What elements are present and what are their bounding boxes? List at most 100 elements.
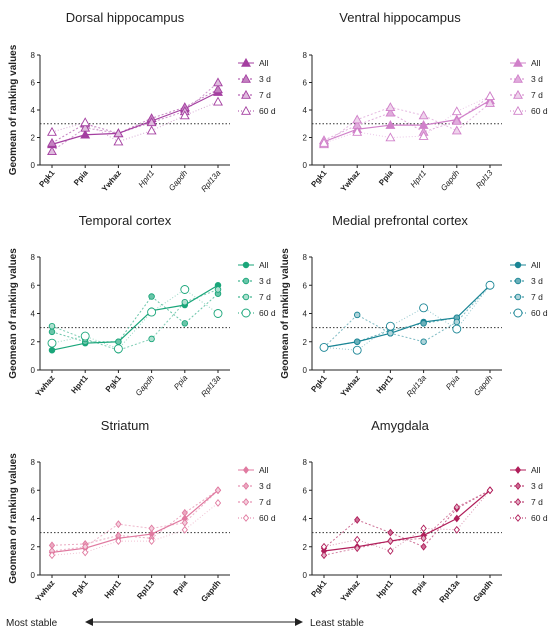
data-point xyxy=(385,321,395,331)
data-point xyxy=(214,486,222,495)
data-point xyxy=(352,345,362,355)
x-tick-label: Ywhaz xyxy=(339,374,362,399)
y-tick-label: 0 xyxy=(31,161,36,170)
data-point xyxy=(180,285,190,294)
data-point xyxy=(451,125,462,135)
legend-label: 3 d xyxy=(531,481,543,491)
data-point xyxy=(385,107,396,117)
chart-title: Ventral hippocampus xyxy=(339,10,461,25)
legend-label: All xyxy=(259,465,269,475)
x-tick-label: Hprt1 xyxy=(137,169,156,190)
legend-marker xyxy=(242,482,250,490)
data-point xyxy=(181,525,188,534)
legend-entry: 3 d xyxy=(510,481,543,491)
data-point xyxy=(80,117,91,127)
series-line xyxy=(323,95,491,141)
x-tick-label: Ywhaz xyxy=(339,579,362,604)
chart-panel: Dorsal hippocampus Geomean of ranking val… xyxy=(8,10,276,194)
legend-label: All xyxy=(531,465,541,475)
data-point xyxy=(113,136,124,146)
series-line xyxy=(323,489,491,556)
x-tick-label: Ppia xyxy=(172,373,190,391)
legend-marker xyxy=(513,308,523,318)
data-point xyxy=(181,320,189,327)
x-tick-label: Ywhaz xyxy=(34,374,57,399)
y-tick-label: 4 xyxy=(31,106,36,115)
y-tick-label: 4 xyxy=(31,515,36,524)
data-point xyxy=(387,528,394,537)
legend-marker xyxy=(241,57,251,67)
legend-entry: All xyxy=(510,57,541,68)
legend-marker xyxy=(241,308,251,318)
data-point xyxy=(214,286,222,293)
series-line xyxy=(51,288,219,350)
data-point xyxy=(48,322,56,330)
most-stable-label: Most stable xyxy=(6,618,58,629)
data-point xyxy=(485,280,495,290)
x-tick-label: Pgk1 xyxy=(309,578,329,599)
legend-marker xyxy=(514,482,522,490)
data-point xyxy=(420,524,427,533)
series-line xyxy=(323,99,491,143)
data-point xyxy=(453,318,461,326)
data-point xyxy=(419,303,429,313)
legend-marker xyxy=(514,261,522,269)
legend-marker xyxy=(513,105,523,115)
x-tick-label: Ppia xyxy=(444,373,462,391)
data-point xyxy=(486,486,494,495)
legend-entry: 7 d xyxy=(510,89,543,100)
y-tick-label: 6 xyxy=(31,79,36,88)
x-tick-label: Gapdh xyxy=(471,578,494,603)
legend-marker xyxy=(242,293,250,301)
y-tick-label: 4 xyxy=(31,310,36,319)
y-tick-label: 6 xyxy=(303,281,308,290)
data-point xyxy=(179,110,190,120)
y-tick-label: 6 xyxy=(303,486,308,495)
stability-footer: Most stable Least stable xyxy=(6,618,364,629)
series-line xyxy=(51,489,219,553)
legend-marker xyxy=(242,277,250,285)
data-point xyxy=(319,342,329,352)
data-point xyxy=(213,77,223,87)
least-stable-label: Least stable xyxy=(310,618,364,629)
series-line xyxy=(323,284,491,348)
x-tick-label: Gapdh xyxy=(134,373,157,398)
y-tick-label: 0 xyxy=(31,366,36,375)
y-tick-label: 2 xyxy=(31,338,36,347)
legend-entry: 3 d xyxy=(510,276,543,286)
y-tick-label: 6 xyxy=(31,281,36,290)
legend-entry: 60 d xyxy=(238,105,276,116)
y-axis-label: Geomean of ranking values xyxy=(280,248,291,379)
x-tick-label: Ywhaz xyxy=(34,579,57,604)
x-tick-label: Gapdh xyxy=(199,578,222,603)
y-tick-label: 8 xyxy=(303,51,308,60)
legend-marker xyxy=(242,514,250,522)
legend-marker xyxy=(513,57,523,67)
x-tick-label: Hprt1 xyxy=(69,373,90,395)
x-tick-label: Pgk1 xyxy=(71,578,91,599)
x-tick-label: Rpl13 xyxy=(474,168,495,190)
x-tick-label: Hprt1 xyxy=(375,578,396,600)
data-point xyxy=(352,126,363,136)
chart-title: Dorsal hippocampus xyxy=(66,10,185,25)
data-point xyxy=(146,125,157,135)
y-tick-label: 2 xyxy=(31,543,36,552)
y-tick-label: 4 xyxy=(303,515,308,524)
legend-label: All xyxy=(259,260,269,270)
x-tick-label: Rpl13a xyxy=(199,373,223,399)
legend-label: 60 d xyxy=(531,308,548,318)
legend-entry: 7 d xyxy=(238,89,271,100)
x-tick-label: Hprt1 xyxy=(375,373,396,395)
data-point xyxy=(47,137,57,147)
data-point xyxy=(453,503,460,512)
data-point xyxy=(319,137,329,147)
x-tick-label: Pgk1 xyxy=(309,168,329,189)
series-line xyxy=(323,489,491,552)
chart-title: Amygdala xyxy=(371,418,430,433)
data-point xyxy=(353,338,361,346)
series-line xyxy=(323,95,491,144)
legend-marker xyxy=(514,466,522,474)
y-tick-label: 8 xyxy=(31,253,36,262)
y-tick-label: 4 xyxy=(303,106,308,115)
data-point xyxy=(420,542,427,551)
